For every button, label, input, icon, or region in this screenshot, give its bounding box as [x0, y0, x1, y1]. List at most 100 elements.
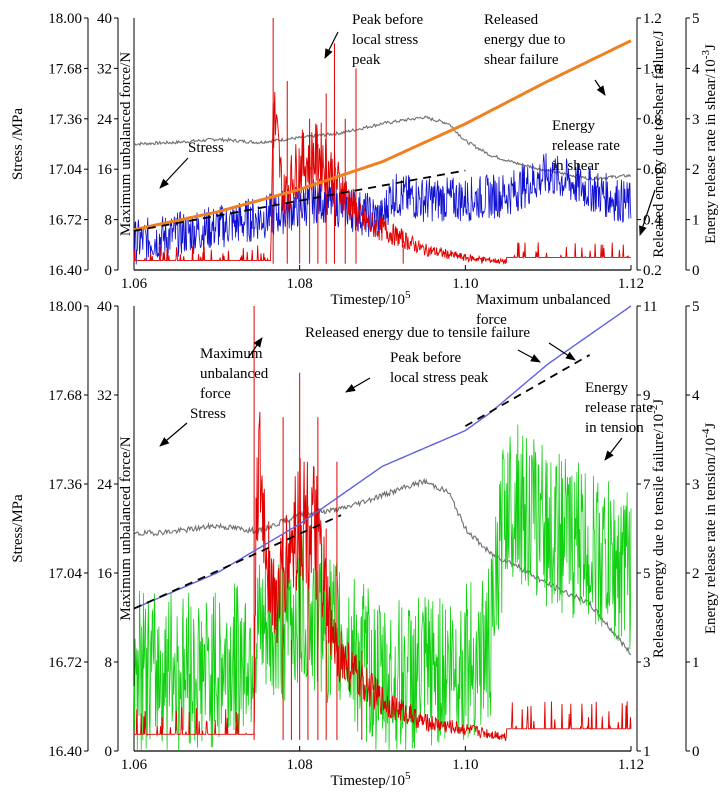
released-energy-line	[133, 305, 632, 610]
trend-dashed-line	[133, 169, 466, 232]
rate-tick-label: 1	[692, 213, 700, 229]
stress-tick-label: 16.72	[48, 213, 82, 229]
rate-annotation: in tension	[585, 420, 644, 436]
force-tick-label: 0	[105, 263, 113, 279]
rate-annotation: release rate	[552, 138, 620, 154]
energy-tick-label: 1	[643, 744, 651, 760]
energy-tick-label: 9	[643, 388, 651, 404]
peak-annotation: local stress	[352, 32, 418, 48]
released-energy-annotation: Released	[484, 12, 539, 28]
force-annotation-arrow	[247, 337, 263, 359]
x-tick-label: 1.08	[287, 276, 313, 292]
peak-annotation: Peak before	[352, 12, 424, 28]
energy-axis-title: Released energy due to shear failure/J	[651, 30, 667, 258]
stress-tick-label: 17.68	[48, 388, 82, 404]
stress-annotation: Stress	[188, 140, 224, 156]
force-tick-label: 16	[97, 566, 113, 582]
rate-axis-title: Energy release rate in shear/10-3J	[700, 44, 719, 244]
force-annotation: force	[476, 312, 507, 328]
stress-tick-label: 17.04	[48, 162, 82, 178]
rate-tick-label: 3	[692, 477, 700, 493]
rate-annotation-arrow	[639, 189, 656, 236]
rate-annotation: in shear	[552, 158, 599, 174]
force-axis-title: Maximum unbalanced force/N	[118, 436, 134, 620]
max-unbalanced-force-line	[133, 91, 631, 265]
energy-tick-label: 0.4	[643, 213, 662, 229]
rate-tick-label: 5	[692, 299, 700, 315]
rate-annotation: release rate	[585, 400, 653, 416]
released-energy-line	[133, 39, 632, 232]
stress-tick-label: 18.00	[48, 11, 82, 27]
x-tick-label: 1.12	[618, 276, 644, 292]
force-tick-label: 8	[105, 213, 113, 229]
stress-axis-title: Stress /MPa	[10, 108, 26, 180]
energy-tick-label: 1.2	[643, 11, 662, 27]
released-energy-annotation-arrow	[548, 342, 576, 361]
rate-tick-label: 2	[692, 566, 700, 582]
force-tick-label: 16	[97, 162, 113, 178]
stress-annotation-arrow	[159, 157, 189, 189]
force-tick-label: 32	[97, 388, 112, 404]
stress-tick-label: 18.00	[48, 299, 82, 315]
trend-dashed-line	[464, 354, 591, 427]
rate-annotation: Energy	[585, 380, 629, 396]
energy-axis-title: Released energy due to tensile failure/1…	[648, 399, 667, 658]
energy-tick-label: 1.0	[643, 61, 662, 77]
rate-tick-label: 0	[692, 263, 700, 279]
rate-tick-label: 1	[692, 655, 700, 671]
rate-annotation: Energy	[552, 118, 596, 134]
x-axis-title: Timestep/105	[331, 289, 411, 308]
x-tick-label: 1.10	[452, 276, 478, 292]
force-tick-label: 40	[97, 299, 112, 315]
force-tick-label: 40	[97, 11, 112, 27]
stress-line	[133, 477, 632, 656]
energy-tick-label: 11	[643, 299, 657, 315]
x-tick-label: 1.12	[618, 757, 644, 773]
energy-tick-label: 0.8	[643, 112, 662, 128]
rate-tick-label: 2	[692, 162, 700, 178]
force-annotation: Maximum	[200, 346, 263, 362]
force-tick-label: 8	[105, 655, 113, 671]
peak-annotation-arrow	[345, 377, 371, 393]
force-axis-title: Maximum unbalanced force/N	[118, 52, 134, 236]
force-tick-label: 24	[97, 112, 113, 128]
x-tick-label: 1.10	[452, 757, 478, 773]
force-annotation: force	[200, 386, 231, 402]
released-energy-annotation: Released energy due to tensile failure	[305, 325, 530, 341]
stress-tick-label: 17.36	[48, 112, 82, 128]
energy-tick-label: 0.6	[643, 162, 662, 178]
stress-tick-label: 17.68	[48, 61, 82, 77]
rate-annotation-arrow	[604, 437, 623, 461]
shear-panel: 18.0017.6817.3617.0416.7216.404032241680…	[10, 11, 719, 363]
x-tick-label: 1.06	[121, 757, 148, 773]
peak-annotation: peak	[352, 52, 381, 68]
force-annotation: Maximum unbalanced	[476, 292, 611, 308]
tension-panel: 18.0017.6817.3617.0416.7216.404032241680…	[10, 299, 719, 789]
max-unbalanced-force-line	[134, 411, 632, 741]
stress-axis-title: Stress/MPa	[10, 494, 26, 563]
energy-tick-label: 7	[643, 477, 651, 493]
stress-annotation: Stress	[190, 406, 226, 422]
energy-tick-label: 3	[643, 655, 651, 671]
rate-tick-label: 4	[692, 388, 700, 404]
stress-tick-label: 16.40	[48, 744, 82, 760]
stress-tick-label: 17.36	[48, 477, 82, 493]
force-tick-label: 24	[97, 477, 113, 493]
force-tick-label: 32	[97, 61, 112, 77]
peak-annotation-arrow	[324, 31, 339, 59]
x-tick-label: 1.06	[121, 276, 148, 292]
energy-tick-label: 5	[643, 566, 651, 582]
peak-annotation: Peak before	[390, 350, 462, 366]
stress-annotation-arrow	[159, 422, 188, 447]
stress-tick-label: 16.40	[48, 263, 82, 279]
rate-tick-label: 4	[692, 61, 700, 77]
force-annotation-arrow	[517, 349, 541, 363]
rate-axis-title: Energy release rate in tension/10-4J	[700, 423, 719, 635]
energy-release-rate-line	[133, 424, 632, 752]
released-energy-annotation-arrow	[594, 79, 606, 96]
rate-tick-label: 0	[692, 744, 700, 760]
peak-annotation: local stress peak	[390, 370, 489, 386]
released-energy-annotation: energy due to	[484, 32, 565, 48]
force-annotation: unbalanced	[200, 366, 269, 382]
